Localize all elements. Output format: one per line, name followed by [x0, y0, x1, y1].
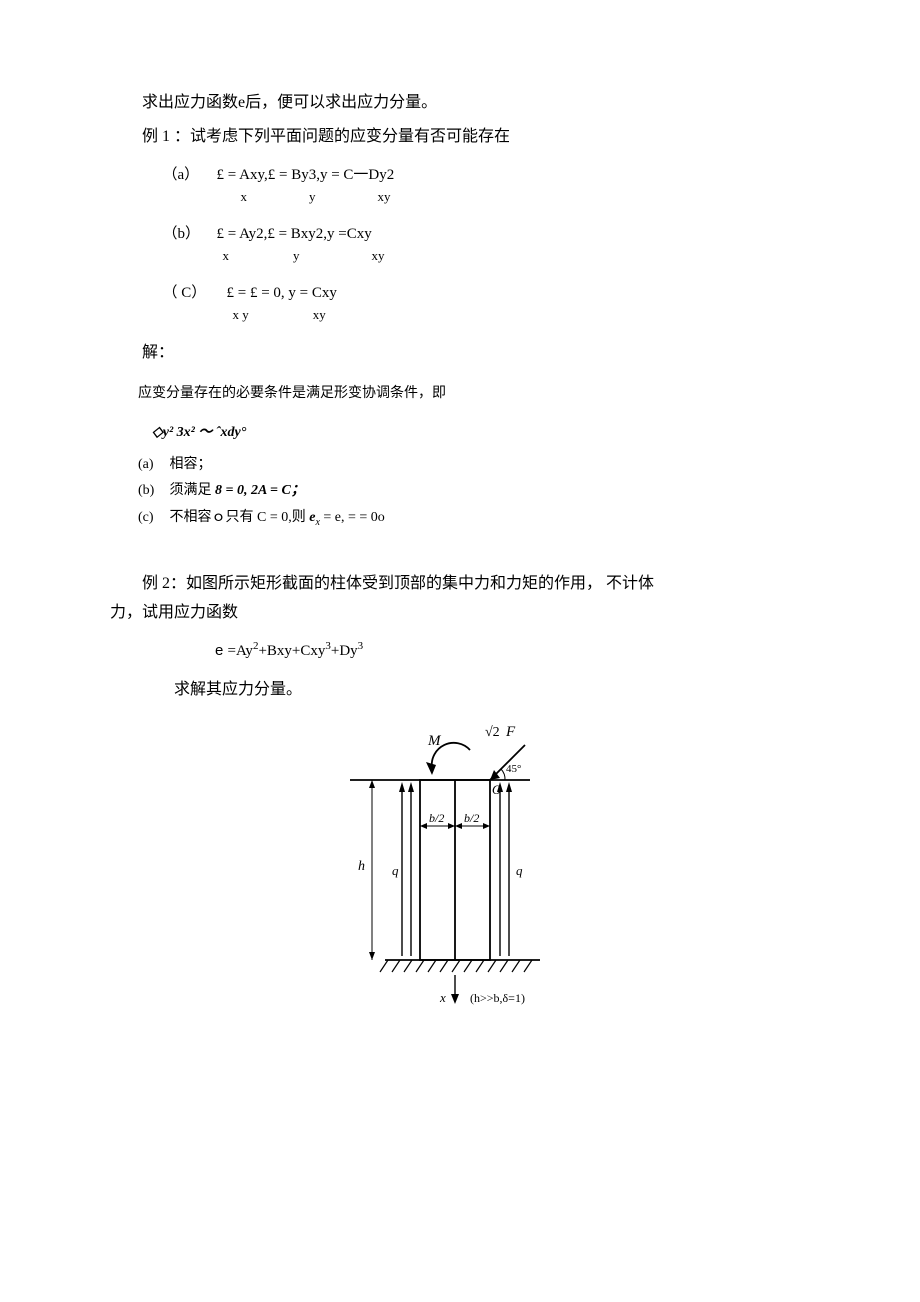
svg-text:b/2: b/2 [464, 811, 479, 825]
answer-b-eq: 8 = 0, 2A = C； [215, 483, 305, 498]
column-diagram-svg: O M √2 F 45° b/2 b/2 h [330, 720, 590, 1020]
answer-b-pre: 须满足 [170, 483, 216, 498]
svg-text:M: M [427, 733, 442, 749]
eq-a-label: （a） [163, 163, 213, 187]
svg-text:45°: 45° [506, 763, 521, 775]
svg-text:h: h [358, 859, 365, 874]
svg-text:x: x [439, 990, 446, 1005]
equation-b: （b） £ = Ay2,£ = Bxy2,y =Cxy xyxy [163, 222, 811, 267]
answer-a-text: 相容； [170, 457, 212, 472]
example-2-line1: 例 2：如图所示矩形截面的柱体受到顶部的集中力和力矩的作用， 不计体 [110, 571, 810, 597]
solution-label: 解： [110, 340, 810, 366]
answer-c: (c) 不相容ｏ只有 C = 0,则 ex = e, = = 0o [138, 507, 810, 531]
svg-text:√2: √2 [485, 725, 500, 740]
stress-function-equation: e =Ay2+Bxy+Cxy3+Dy3 [215, 638, 810, 663]
answer-b-label: (b) [138, 480, 166, 502]
eq-c-main: £ = £ = 0, y = Cxy [227, 281, 337, 305]
svg-text:q: q [516, 863, 523, 878]
answer-c-label: (c) [138, 507, 166, 529]
answer-a: (a) 相容； [138, 454, 810, 476]
eq-b-main: £ = Ay2,£ = Bxy2,y =Cxy [217, 222, 372, 246]
svg-text:F: F [505, 724, 516, 740]
answer-c-pre: 不相容ｏ只有 C = 0,则 [170, 510, 310, 525]
eq-a-main: £ = Axy,£ = By3,y = C一Dy2 [217, 163, 395, 187]
solve-requirement: 求解其应力分量。 [110, 677, 810, 703]
svg-text:(h>>b,δ=1): (h>>b,δ=1) [470, 991, 525, 1005]
eq-b-subscripts: xyxy [163, 246, 811, 267]
paragraph-stress-fn-intro: 求出应力函数e后，便可以求出应力分量。 [110, 90, 810, 116]
eq-c-subscripts: x yxy [163, 305, 811, 326]
figure-column-diagram: O M √2 F 45° b/2 b/2 h [110, 720, 810, 1020]
svg-text:q: q [392, 863, 399, 878]
answer-c-mid: = e, = = 0o [320, 510, 385, 525]
eq-a-subscripts: xyxy [163, 187, 811, 208]
example-2-line2: 力，试用应力函数 [110, 600, 810, 626]
equation-c: （ C） £ = £ = 0, y = Cxy x yxy [163, 281, 811, 326]
condition-text: 应变分量存在的必要条件是满足形变协调条件，即 [110, 383, 810, 405]
equation-a: （a） £ = Axy,£ = By3,y = C一Dy2 xyxy [163, 163, 811, 208]
eq-c-label: （ C） [163, 281, 223, 305]
answer-b: (b) 须满足 8 = 0, 2A = C； [138, 480, 810, 502]
answer-a-label: (a) [138, 454, 166, 476]
eq-b-label: （b） [163, 222, 213, 246]
svg-text:b/2: b/2 [429, 811, 444, 825]
compatibility-equation: ◇y² 3x² ～ ˆxdy° [152, 422, 810, 444]
example-1-lead: 例 1 ：试考虑下列平面问题的应变分量有否可能存在 [110, 124, 810, 150]
